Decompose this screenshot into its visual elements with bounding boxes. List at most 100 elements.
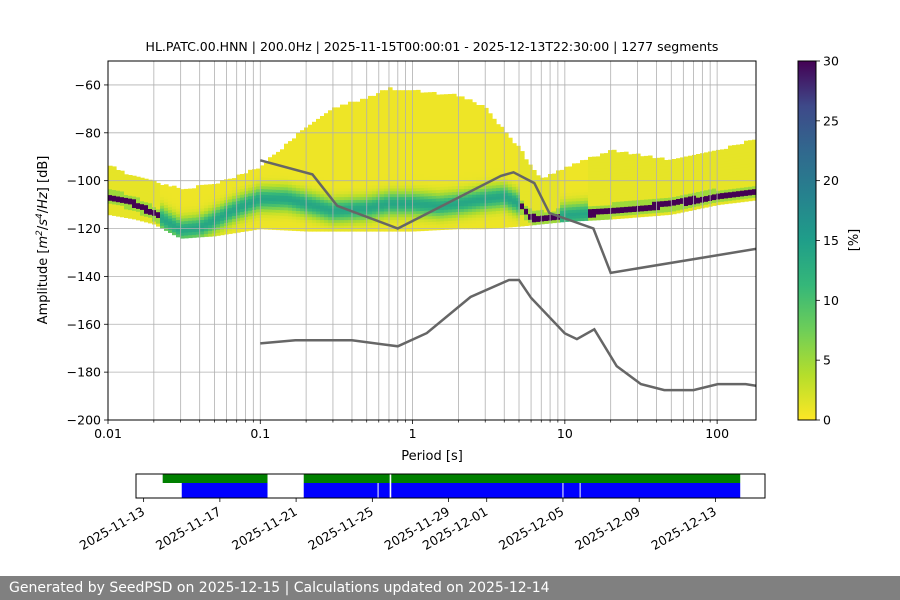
- heatmap-cell: [468, 168, 473, 172]
- heatmap-cell: [404, 121, 409, 126]
- heatmap-cell: [388, 162, 393, 166]
- heatmap-cell: [380, 219, 385, 223]
- heatmap-cell: [140, 177, 145, 182]
- heatmap-cell: [488, 225, 493, 229]
- heatmap-cell: [336, 124, 341, 129]
- heatmap-cell: [368, 127, 373, 131]
- heatmap-cell: [176, 190, 181, 195]
- heatmap-cell: [644, 176, 649, 180]
- heatmap-cell: [280, 172, 285, 176]
- heatmap-cell: [504, 178, 509, 182]
- heatmap-cell: [440, 206, 445, 210]
- heatmap-cell: [444, 189, 449, 193]
- heatmap-cell: [472, 199, 477, 204]
- heatmap-cell: [496, 173, 501, 177]
- heatmap-cell: [292, 161, 297, 165]
- heatmap-cell: [452, 200, 457, 204]
- heatmap-cell: [496, 198, 501, 203]
- heatmap-cell: [612, 184, 617, 188]
- heatmap-cell: [352, 202, 357, 206]
- heatmap-cell: [404, 124, 409, 129]
- heatmap-cell: [408, 185, 413, 189]
- heatmap-cell: [148, 199, 153, 204]
- heatmap-cell: [472, 136, 477, 141]
- heatmap-cell: [240, 191, 245, 195]
- heatmap-cell: [716, 161, 721, 165]
- heatmap-cell: [108, 177, 113, 181]
- heatmap-cell: [436, 223, 441, 228]
- heatmap-cell: [740, 164, 745, 168]
- heatmap-cell: [484, 142, 489, 146]
- heatmap-cell: [420, 167, 425, 171]
- heatmap-cell: [276, 180, 281, 185]
- heatmap-cell: [388, 193, 393, 198]
- heatmap-cell: [316, 222, 321, 226]
- heatmap-cell: [736, 184, 741, 189]
- heatmap-cell: [420, 135, 425, 140]
- heatmap-cell: [380, 141, 385, 146]
- heatmap-cell: [384, 113, 389, 117]
- heatmap-cell: [120, 176, 125, 180]
- heatmap-cell: [476, 171, 481, 175]
- heatmap-cell: [484, 145, 489, 149]
- heatmap-cell: [332, 193, 337, 198]
- heatmap-cell: [472, 153, 477, 158]
- heatmap-cell: [308, 176, 313, 180]
- heatmap-cell: [416, 224, 421, 229]
- heatmap-cell: [480, 205, 485, 210]
- heatmap-cell: [372, 104, 377, 109]
- heatmap-cell: [288, 152, 293, 156]
- heatmap-cell: [380, 187, 385, 192]
- heatmap-cell: [728, 159, 733, 164]
- heatmap-cell: [364, 167, 369, 172]
- heatmap-cell: [592, 165, 597, 169]
- heatmap-cell: [404, 164, 409, 169]
- heatmap-cell: [376, 159, 381, 163]
- heatmap-cell: [284, 169, 289, 174]
- heatmap-cell: [520, 168, 525, 172]
- heatmap-cell: [116, 198, 121, 203]
- heatmap-cell: [520, 154, 525, 158]
- heatmap-cell: [488, 170, 493, 175]
- heatmap-cell: [488, 193, 493, 198]
- heatmap-cell: [436, 192, 441, 196]
- heatmap-cell: [360, 139, 365, 143]
- heatmap-cell: [644, 161, 649, 166]
- heatmap-cell: [140, 206, 145, 210]
- y-axis-label-part: m: [36, 236, 51, 249]
- heatmap-cell: [328, 228, 333, 232]
- heatmap-cell: [696, 205, 701, 210]
- heatmap-cell: [160, 225, 165, 229]
- heatmap-cell: [336, 216, 341, 221]
- y-tick-label: −200: [67, 413, 101, 428]
- heatmap-cell: [344, 147, 349, 152]
- heatmap-cell: [468, 136, 473, 141]
- heatmap-cell: [472, 211, 477, 215]
- heatmap-cell: [712, 162, 717, 166]
- heatmap-cell: [124, 194, 129, 198]
- heatmap-cell: [340, 110, 345, 114]
- heatmap-cell: [492, 210, 497, 215]
- heatmap-cell: [740, 192, 745, 197]
- heatmap-cell: [328, 110, 333, 114]
- heatmap-cell: [416, 158, 421, 163]
- heatmap-cell: [428, 184, 433, 188]
- heatmap-cell: [500, 169, 505, 174]
- heatmap-cell: [720, 189, 725, 194]
- heatmap-cell: [240, 208, 245, 212]
- heatmap-cell: [484, 217, 489, 221]
- heatmap-cell: [324, 153, 329, 157]
- heatmap-cell: [644, 167, 649, 171]
- heatmap-cell: [328, 141, 333, 146]
- heatmap-cell: [208, 204, 213, 208]
- heatmap-cell: [660, 186, 665, 190]
- heatmap-cell: [716, 201, 721, 206]
- heatmap-cell: [408, 159, 413, 163]
- heatmap-cell: [376, 208, 381, 212]
- heatmap-cell: [288, 146, 293, 151]
- heatmap-cell: [576, 186, 581, 190]
- heatmap-cell: [676, 161, 681, 165]
- heatmap-cell: [256, 217, 261, 221]
- heatmap-cell: [312, 121, 317, 126]
- heatmap-cell: [320, 225, 325, 229]
